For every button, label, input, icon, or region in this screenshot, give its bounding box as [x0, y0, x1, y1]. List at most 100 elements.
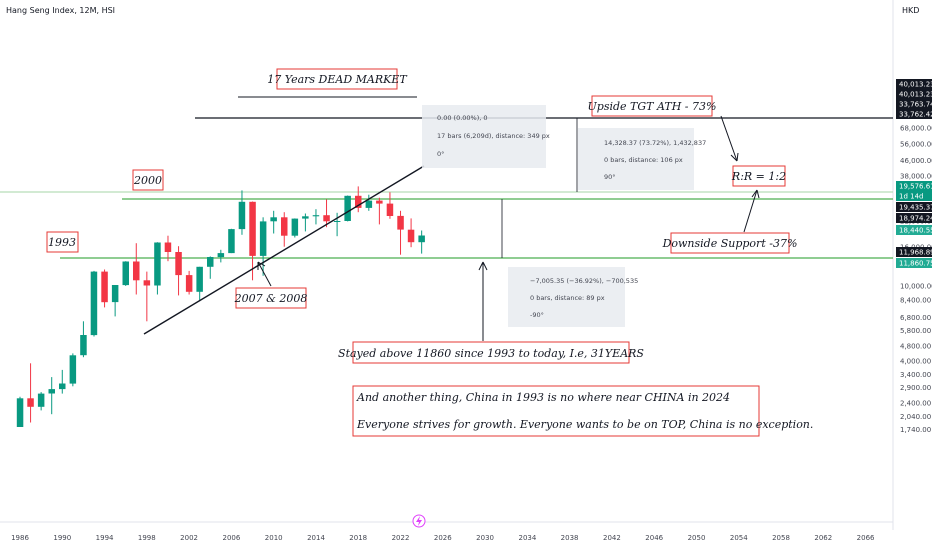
- candle-2013: [302, 213, 309, 232]
- price-label-1: 40,013.23: [896, 89, 932, 99]
- measure-box-3[interactable]: −7,005.35 (−36.92%), −700,535 0 bars, di…: [508, 267, 638, 327]
- currency-label: HKD: [902, 6, 919, 15]
- arrow-downside-head: [751, 189, 760, 199]
- candle-body-2023: [407, 229, 415, 243]
- price-axis[interactable]: 68,000.0056,000.0046,000.0038,000.0026,0…: [900, 125, 932, 435]
- note-downside[interactable]: Downside Support -37%: [662, 232, 798, 254]
- candle-body-2013: [302, 216, 309, 219]
- candle-2017: [344, 195, 351, 222]
- arrow-2007-head: [257, 261, 266, 270]
- candle-body-2020: [376, 200, 383, 204]
- candle-2016: [333, 212, 341, 237]
- x-tick-label-19: 2062: [814, 534, 832, 542]
- candle-body-1994: [101, 271, 108, 303]
- x-tick-label-3: 1998: [138, 534, 156, 542]
- note-2000[interactable]: 2000: [132, 169, 164, 191]
- x-tick-label-5: 2006: [222, 534, 240, 542]
- note-dead-market[interactable]: 17 Years DEAD MARKET: [267, 68, 408, 90]
- measure-box-1[interactable]: 0.00 (0.00%), 0 17 bars (6,209d), distan…: [422, 105, 550, 168]
- arrow-downside: [743, 189, 758, 233]
- arrow-upside: [720, 115, 738, 162]
- candle-2003: [196, 266, 203, 302]
- x-tick-label-18: 2058: [772, 534, 790, 542]
- time-axis[interactable]: 1986 1990 1994 1998 2002 2006 2010 2014 2018 2022…: [11, 534, 875, 542]
- y-tick-label-12: 4,800.00: [900, 343, 931, 351]
- candle-body-2022: [397, 215, 404, 230]
- price-label-text-2: 33,763.74: [899, 101, 932, 109]
- candle-body-1988: [37, 393, 45, 407]
- candle-body-2015: [323, 215, 330, 222]
- measure-2-line3: 90°: [604, 173, 616, 181]
- candle-2012: [291, 218, 299, 238]
- x-tick-label-15: 2046: [645, 534, 663, 542]
- candle-body-2006: [228, 229, 235, 254]
- y-tick-label-10: 6,800.00: [900, 314, 931, 322]
- candle-body-1987: [27, 398, 34, 407]
- candle-body-2016: [333, 221, 341, 222]
- x-tick-label-2: 1994: [96, 534, 114, 542]
- x-tick-label-14: 2042: [603, 534, 621, 542]
- candle-1999: [154, 242, 161, 295]
- note-china-line1: And another thing, China in 1993 is no w…: [356, 391, 730, 404]
- note-upside-text: Upside TGT ATH - 73%: [588, 100, 717, 113]
- candle-1994: [101, 269, 108, 308]
- note-dead-market-text: 17 Years DEAD MARKET: [267, 73, 408, 86]
- x-tick-label-16: 2050: [688, 534, 706, 542]
- price-label-text-7: 18,974.24: [899, 215, 932, 223]
- candle-1997: [133, 243, 140, 295]
- price-label-text-3: 33,762.42: [899, 111, 932, 119]
- note-stayed[interactable]: Stayed above 11860 since 1993 to today, …: [338, 341, 644, 364]
- y-tick-label-18: 1,740.00: [900, 426, 931, 434]
- measure-box-2[interactable]: 14,328.37 (73.72%), 1,432,837 0 bars, di…: [578, 128, 706, 190]
- note-2000-text: 2000: [133, 174, 162, 187]
- candle-2006: [228, 228, 235, 254]
- candle-2020: [376, 197, 383, 225]
- y-tick-label-11: 5,800.00: [900, 327, 931, 335]
- price-label-text-1: 40,013.23: [899, 91, 932, 99]
- measure-1-line2: 17 bars (6,209d), distance: 349 px: [437, 132, 550, 140]
- y-tick-label-15: 2,900.00: [900, 384, 931, 392]
- candle-1990: [59, 369, 66, 394]
- candle-body-1986: [16, 398, 24, 427]
- arrow-2007: [257, 261, 272, 287]
- note-rr[interactable]: R:R = 1:2: [731, 165, 786, 187]
- x-tick-label-8: 2018: [349, 534, 367, 542]
- candle-body-2010: [270, 217, 277, 222]
- price-label-0: 40,013.23: [896, 79, 932, 89]
- candle-body-2007: [238, 201, 246, 230]
- measure-3-line3: -90°: [530, 311, 544, 319]
- measure-2-line2: 0 bars, distance: 106 px: [604, 156, 683, 164]
- candle-body-1997: [133, 261, 140, 281]
- candle-2024: [418, 230, 425, 254]
- candle-2010: [270, 210, 277, 234]
- note-2007[interactable]: 2007 & 2008: [234, 287, 308, 309]
- note-downside-text: Downside Support -37%: [662, 237, 798, 250]
- price-label-8: 18,440.55: [896, 225, 932, 235]
- x-tick-label-1: 1990: [53, 534, 71, 542]
- candle-body-1996: [122, 261, 129, 286]
- y-tick-label-1: 56,000.00: [900, 141, 932, 149]
- candle-body-2018: [355, 195, 362, 208]
- note-china[interactable]: And another thing, China in 1993 is no w…: [352, 385, 813, 437]
- candle-2019: [365, 194, 373, 211]
- price-label-text-6: 19,435.37: [899, 204, 932, 212]
- note-1993[interactable]: 1993: [46, 231, 79, 253]
- y-tick-label-14: 3,400.00: [900, 371, 931, 379]
- candle-body-2002: [185, 275, 193, 292]
- candle-1998: [143, 271, 151, 322]
- x-tick-label-10: 2026: [434, 534, 452, 542]
- y-tick-label-0: 68,000.00: [900, 125, 932, 133]
- note-upside[interactable]: Upside TGT ATH - 73%: [588, 95, 717, 117]
- trendline[interactable]: [143, 165, 425, 335]
- candle-body-1989: [48, 389, 55, 394]
- bolt-icon[interactable]: [412, 514, 426, 528]
- candle-body-2012: [291, 218, 299, 236]
- candle-1989: [48, 377, 55, 415]
- y-tick-label-9: 8,400.00: [900, 297, 931, 305]
- candle-body-2005: [217, 253, 225, 258]
- price-label-9: 11,968.89: [896, 247, 932, 257]
- candle-2000: [164, 235, 172, 262]
- x-tick-label-9: 2022: [392, 534, 410, 542]
- candle-body-2000: [164, 242, 172, 252]
